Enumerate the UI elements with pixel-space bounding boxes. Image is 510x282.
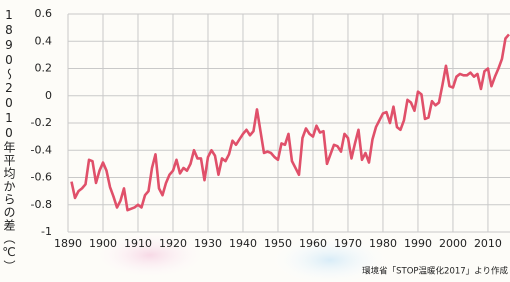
x-tick-label: 1970	[334, 237, 362, 250]
x-tick-label: 1960	[299, 237, 327, 250]
chart: 1890〜2010年平均からの差（℃） 環境省「STOP温暖化2017」より作成…	[0, 0, 510, 282]
y-tick-label: 0	[45, 89, 52, 102]
y-tick-label: -0.4	[31, 143, 52, 156]
y-axis-label: 1890〜2010年平均からの差（℃）	[2, 8, 16, 273]
x-tick-label: 2010	[474, 237, 502, 250]
x-tick-label: 1900	[89, 237, 117, 250]
y-tick-label: 0.4	[35, 34, 53, 47]
source-note: 環境省「STOP温暖化2017」より作成	[362, 266, 508, 277]
y-tick-label: -0.8	[31, 198, 52, 211]
x-tick-label: 1910	[124, 237, 152, 250]
x-tick-label: 1940	[229, 237, 257, 250]
x-tick-label: 2000	[439, 237, 467, 250]
x-tick-label: 1950	[264, 237, 292, 250]
y-tick-label: 0.6	[35, 7, 53, 20]
x-tick-label: 1920	[159, 237, 187, 250]
x-tick-label: 1980	[369, 237, 397, 250]
y-tick-label: -0.6	[31, 171, 52, 184]
y-tick-label: 0.2	[35, 62, 53, 75]
x-tick-label: 1930	[194, 237, 222, 250]
y-tick-label: -1	[41, 225, 52, 238]
x-tick-label: 1890	[54, 237, 82, 250]
y-tick-label: -0.2	[31, 116, 52, 129]
x-tick-label: 1990	[404, 237, 432, 250]
